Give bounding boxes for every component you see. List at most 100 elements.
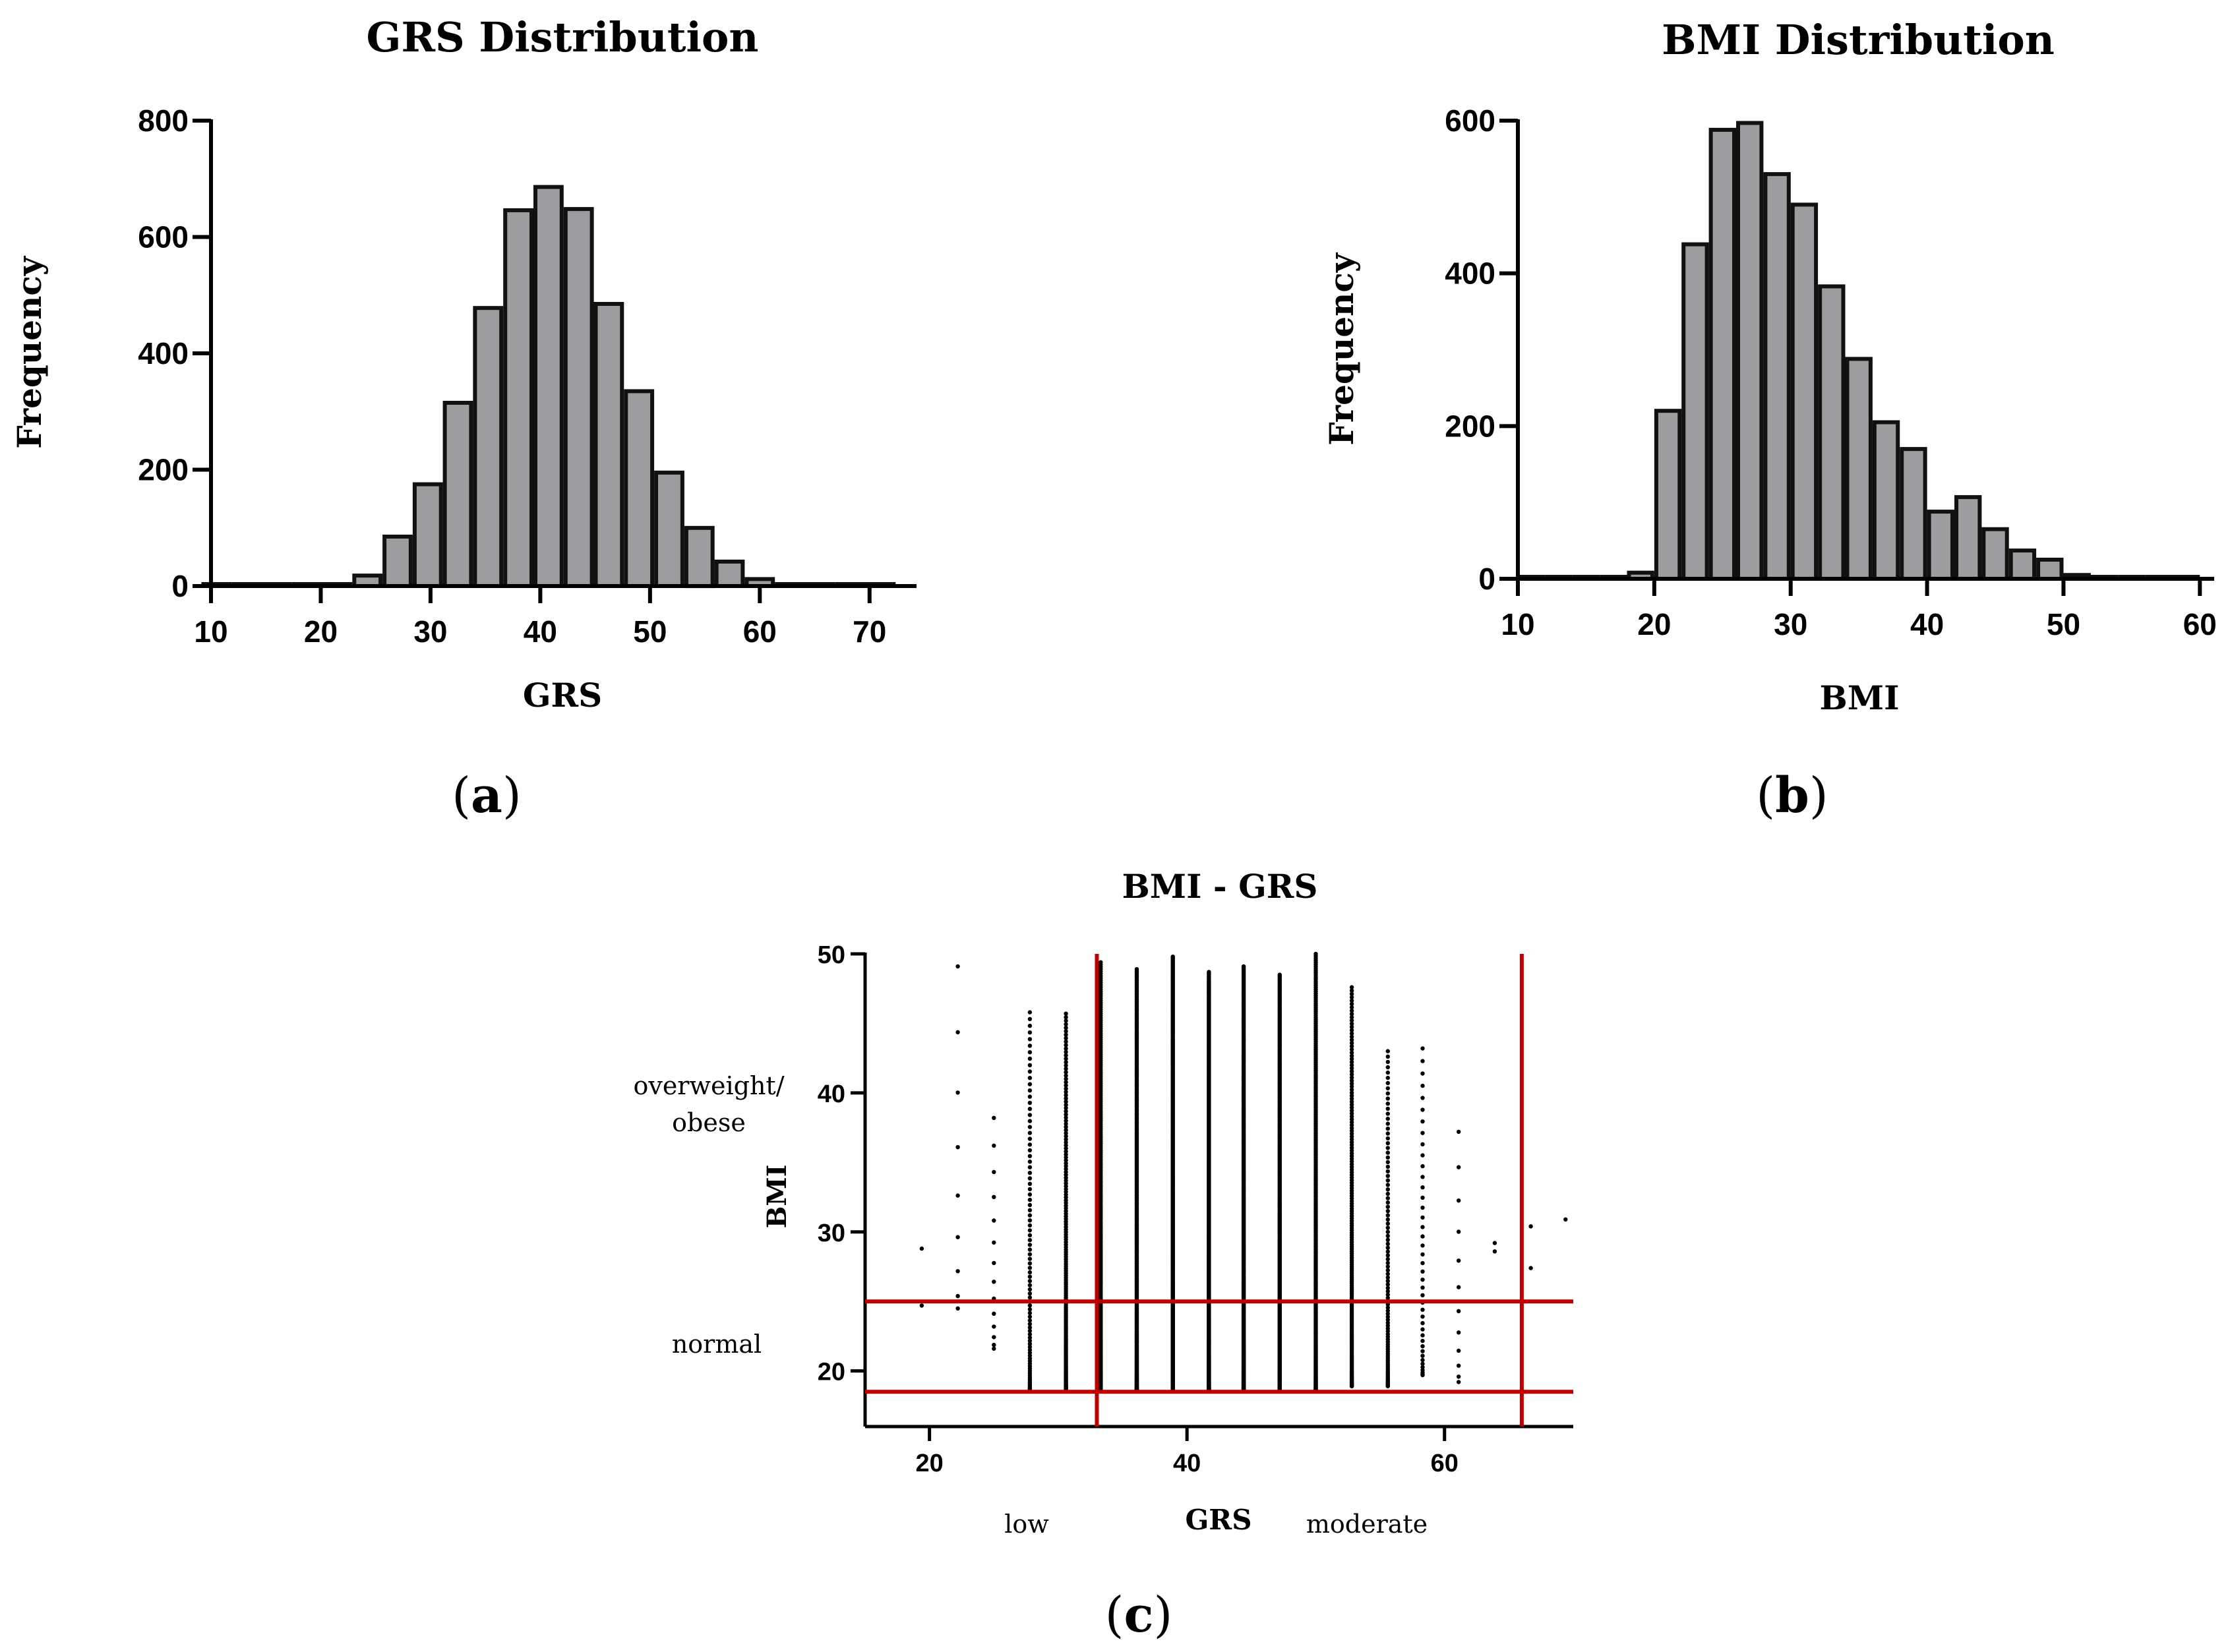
scatter-caption: (c) [1105,1587,1173,1643]
scatter-point [1064,1100,1068,1104]
scatter-y-tick-label: 50 [818,941,845,969]
scatter-point [1027,1050,1033,1055]
scatter-point [1027,1213,1033,1218]
scatter-point [1064,1152,1068,1157]
scatter-point [1064,1032,1068,1037]
scatter-point [1027,1154,1033,1158]
scatter-point [1027,1160,1033,1164]
scatter-point [1027,1107,1033,1111]
scatter-point [1420,1320,1425,1326]
scatter-point [1385,1146,1390,1150]
scatter-point [1064,1063,1068,1068]
scatter-point [1420,1164,1425,1169]
scatter-point [1064,1146,1068,1151]
scatter-point [1349,1031,1354,1036]
scatter-point [992,1115,996,1121]
scatter-point [1385,1178,1390,1183]
scatter-point [1385,1141,1390,1146]
scatter-point [1349,1108,1354,1113]
scatter-point [1349,1021,1354,1026]
scatter-point [1420,1142,1425,1147]
scatter-point [1027,1325,1033,1330]
scatter-point [1027,1131,1033,1135]
grs-histogram-bar [442,401,473,588]
grs-histogram-bar [563,207,594,589]
scatter-point [1064,1140,1068,1145]
scatter-point [1027,1094,1033,1099]
scatter-point [1027,1176,1033,1181]
scatter-point [1385,1106,1390,1111]
scatter-point [1027,1192,1033,1197]
scatter-point [1457,1309,1461,1314]
scatter-point [1027,1314,1033,1319]
scatter-point [1349,985,1354,989]
grs-histogram-y-tick-label: 600 [138,220,189,254]
scatter-point [1064,1131,1068,1136]
scatter-point [1349,1087,1354,1092]
scatter-point [1385,1295,1390,1301]
scatter-point [1385,1126,1390,1131]
scatter-point [1420,1361,1425,1367]
scatter-point [1349,1081,1354,1086]
scatter-point [1385,1070,1390,1075]
scatter-point [1420,1327,1425,1332]
scatter-point [1420,1368,1425,1372]
scatter-point [992,1195,996,1200]
grs-histogram-bar [412,482,443,588]
svg-text:(c): (c) [1105,1587,1173,1643]
caption-a-close: ) [502,767,522,824]
scatter-point [1385,1217,1390,1222]
scatter-point [1349,1059,1354,1065]
scatter-point [1027,1311,1033,1316]
bmi-histogram-x-tick-label: 20 [1637,607,1671,641]
scatter-point [1349,1018,1354,1023]
scatter-point [1027,1252,1033,1256]
scatter-point [1420,1046,1425,1051]
scatter-point [1064,1090,1068,1094]
scatter-point [1064,1143,1068,1148]
grs-histogram-panel: GRS Distribution Frequency 0 200 400 600 800… [10,13,917,824]
bmi-histogram-x-tick-label: 30 [1774,607,1807,641]
scatter-point [1027,1332,1033,1337]
scatter-point [1420,1119,1425,1124]
grs-histogram-bar [473,306,504,588]
scatter-point [1349,1069,1354,1074]
scatter-point [1420,1131,1425,1135]
scatter-point [1385,1275,1390,1280]
scatter-point [1349,1053,1354,1058]
scatter-point [1349,1005,1354,1010]
grs-histogram-x-tick-label: 10 [194,614,227,649]
scatter-point [1027,1165,1033,1169]
bmi-histogram-bar [1681,242,1709,581]
scatter-point [1064,1128,1068,1133]
scatter-point [1349,998,1354,1003]
annotation-overweight-obese-line1: overweight/ [633,1071,784,1100]
scatter-point [1385,1080,1390,1086]
bmi-histogram-x-tick-label: 50 [2047,607,2080,641]
scatter-point [1420,1278,1425,1282]
scatter-point [1027,1208,1033,1213]
grs-histogram-x-label: GRS [523,676,602,715]
bmi-histogram-bar [1845,357,1873,581]
scatter-title: BMI - GRS [1122,867,1318,906]
scatter-point [1420,1365,1425,1370]
scatter-point [1420,1205,1425,1210]
scatter-point [1528,1266,1533,1270]
scatter-point [1420,1234,1425,1239]
scatter-point [1064,1109,1068,1114]
scatter-point [1027,1342,1033,1346]
scatter-point [1027,1187,1033,1192]
scatter-point [1385,1272,1390,1276]
scatter-point [1385,1245,1390,1250]
scatter-point [1027,1274,1033,1279]
bmi-grs-scatter-panel: BMI - GRS BMI overweight/ obese normal 2… [633,867,1573,1643]
scatter-point [1027,1142,1033,1147]
scatter-point [992,1335,996,1340]
scatter-point [1027,1218,1033,1223]
scatter-point [1241,964,1246,969]
scatter-point [1064,1053,1068,1058]
caption-c-letter: c [1124,1587,1153,1643]
scatter-point [1349,1090,1354,1095]
scatter-point [1064,1040,1068,1044]
